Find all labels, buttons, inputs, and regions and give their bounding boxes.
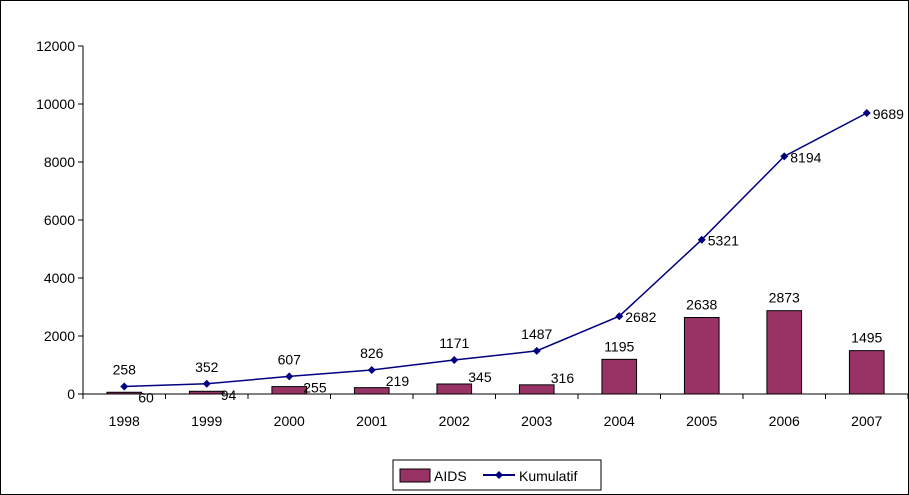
data-label-aids: 345 (468, 369, 492, 385)
bar-aids (848, 350, 885, 395)
y-tick-label: 6000 (44, 212, 75, 228)
y-tick-label: 8000 (44, 154, 75, 170)
data-label-kumulatif: 2682 (625, 309, 656, 325)
line-series (120, 109, 871, 391)
data-label-aids: 219 (386, 373, 410, 389)
x-tick-label: 2004 (604, 413, 635, 429)
y-tick-label: 10000 (36, 96, 75, 112)
data-label-kumulatif: 826 (360, 345, 384, 361)
x-tick-label: 2000 (274, 413, 305, 429)
data-label-aids: 94 (221, 387, 237, 403)
data-label-aids: 316 (551, 370, 575, 386)
data-label-kumulatif: 5321 (708, 233, 739, 249)
y-tick-label: 0 (67, 386, 75, 402)
line-kumulatif (124, 112, 868, 388)
legend-label-kumulatif: Kumulatif (519, 468, 577, 484)
x-tick-label: 2001 (356, 413, 387, 429)
data-label-kumulatif: 352 (195, 359, 219, 375)
legend-swatch-aids (399, 468, 431, 483)
x-axis: 1998 1999 2000 2001 2002 2003 2004 2005 2006 2007 (82, 393, 908, 429)
data-label-aids: 1195 (604, 338, 634, 354)
bar-aids (353, 387, 390, 395)
data-label-kumulatif: 8194 (790, 149, 821, 165)
point-kumulatif (202, 379, 211, 388)
x-tick-label: 1999 (191, 413, 222, 429)
data-label-kumulatif: 1171 (439, 335, 469, 351)
bar-aids (683, 316, 720, 395)
bars-series (106, 310, 885, 395)
y-tick-label: 4000 (44, 270, 75, 286)
y-tick-label: 2000 (44, 328, 75, 344)
legend-marker-kumulatif (495, 471, 503, 479)
point-kumulatif (615, 312, 624, 321)
legend: AIDS Kumulatif (392, 459, 602, 491)
point-kumulatif (697, 235, 706, 244)
point-kumulatif (780, 152, 789, 161)
data-label-kumulatif: 258 (113, 362, 137, 378)
data-label-kumulatif: 607 (278, 351, 302, 367)
x-tick-label: 2005 (686, 413, 717, 429)
bar-aids (436, 383, 473, 395)
point-kumulatif (862, 109, 871, 118)
bar-aids (106, 391, 143, 395)
x-tick-label: 2002 (439, 413, 470, 429)
data-label-aids: 2873 (769, 290, 800, 306)
bar-aids (518, 384, 555, 395)
data-label-aids: 1495 (851, 330, 882, 346)
bar-aids (188, 390, 225, 395)
y-axis: 0 2000 4000 6000 8000 10000 12000 (36, 38, 84, 402)
bar-aids (601, 358, 638, 395)
data-label-aids: 255 (303, 379, 327, 395)
data-label-kumulatif: 1487 (521, 326, 552, 342)
point-kumulatif (120, 382, 129, 391)
x-tick-label: 2007 (851, 413, 882, 429)
x-tick-label: 2006 (769, 413, 800, 429)
point-kumulatif (532, 346, 541, 355)
point-kumulatif (285, 372, 294, 381)
data-label-kumulatif: 9689 (873, 106, 904, 122)
point-kumulatif (367, 366, 376, 375)
bar-aids (766, 310, 803, 395)
x-tick-label: 1998 (109, 413, 140, 429)
y-tick-label: 12000 (36, 38, 75, 54)
data-labels: 258 352 607 826 1171 1487 2682 5321 8194 9689 60 94… (113, 106, 905, 405)
point-kumulatif (450, 356, 459, 365)
x-tick-label: 2003 (521, 413, 552, 429)
bar-aids (271, 386, 308, 395)
data-label-aids: 2638 (686, 296, 717, 312)
legend-label-aids: AIDS (434, 468, 467, 484)
data-label-aids: 60 (138, 390, 154, 406)
